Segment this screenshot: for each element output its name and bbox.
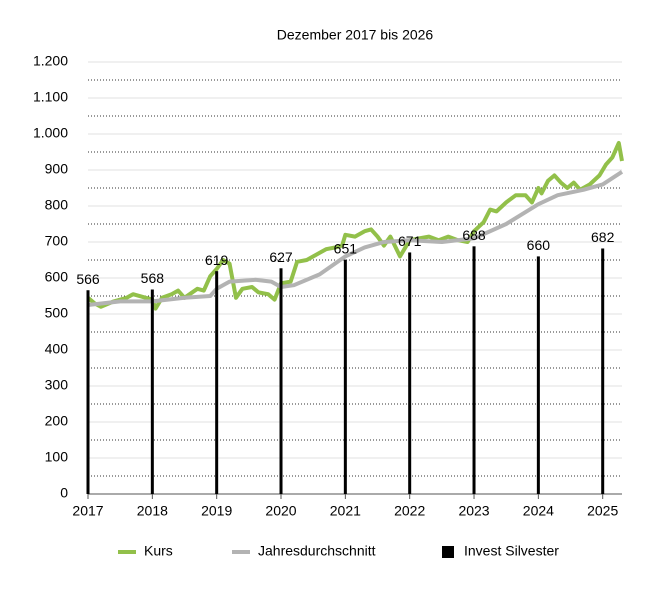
x-tick-label: 2020 xyxy=(265,503,296,519)
legend-label: Kurs xyxy=(144,543,173,559)
x-tick-label: 2021 xyxy=(330,503,361,519)
chart-title: Dezember 2017 bis 2026 xyxy=(277,27,434,43)
y-tick-label: 700 xyxy=(45,233,69,249)
bar xyxy=(343,259,347,494)
bar xyxy=(601,248,605,494)
data-label: 682 xyxy=(591,229,615,245)
data-label: 660 xyxy=(527,237,551,253)
y-tick-label: 0 xyxy=(60,485,68,501)
y-tick-label: 600 xyxy=(45,269,69,285)
data-label: 568 xyxy=(141,270,165,286)
y-tick-label: 300 xyxy=(45,377,69,393)
x-tick-label: 2024 xyxy=(523,503,554,519)
bar xyxy=(472,246,476,494)
legend-label: Jahresdurchschnitt xyxy=(258,543,376,559)
y-tick-label: 400 xyxy=(45,341,69,357)
x-tick-label: 2025 xyxy=(587,503,618,519)
y-tick-label: 800 xyxy=(45,197,69,213)
legend-swatch xyxy=(442,546,454,558)
bar xyxy=(536,256,540,494)
y-tick-label: 100 xyxy=(45,449,69,465)
bar xyxy=(408,252,412,494)
x-tick-label: 2019 xyxy=(201,503,232,519)
data-label: 671 xyxy=(398,233,422,249)
x-tick-label: 2023 xyxy=(458,503,489,519)
x-tick-label: 2017 xyxy=(72,503,103,519)
line xyxy=(87,170,624,307)
y-tick-label: 900 xyxy=(45,161,69,177)
y-tick-label: 200 xyxy=(45,413,69,429)
legend-label: Invest Silvester xyxy=(464,543,559,559)
bar xyxy=(150,289,154,494)
line xyxy=(86,141,624,311)
bar xyxy=(215,271,219,494)
data-label: 688 xyxy=(462,227,486,243)
data-label: 651 xyxy=(334,240,358,256)
y-tick-label: 500 xyxy=(45,305,69,321)
y-tick-label: 1.200 xyxy=(33,53,68,69)
y-tick-label: 1.000 xyxy=(33,125,68,141)
data-label: 566 xyxy=(76,271,100,287)
y-tick-label: 1.100 xyxy=(33,89,68,105)
x-tick-label: 2018 xyxy=(137,503,168,519)
data-label: 627 xyxy=(269,249,293,265)
data-label: 619 xyxy=(205,252,229,268)
x-tick-label: 2022 xyxy=(394,503,425,519)
bar xyxy=(86,290,90,494)
bar xyxy=(279,268,283,494)
